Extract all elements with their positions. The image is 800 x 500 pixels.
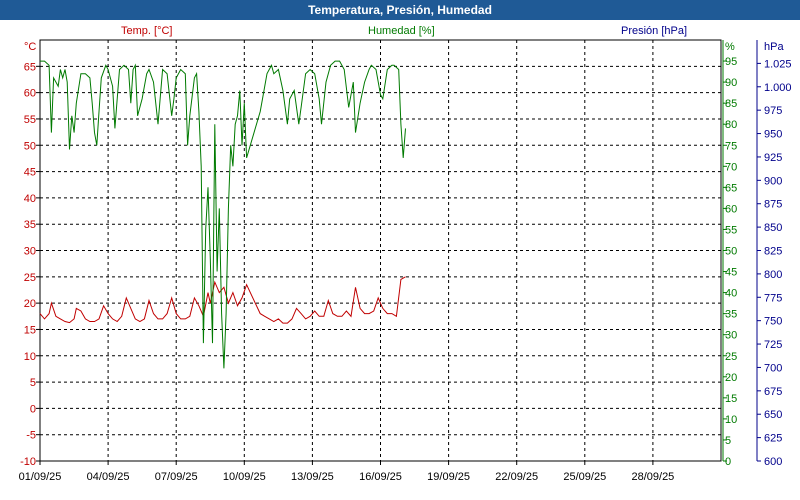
humidity-tick-label: 75 bbox=[725, 140, 737, 152]
x-tick-label: 13/09/25 bbox=[291, 471, 334, 483]
pressure-tick-label: 950 bbox=[764, 129, 782, 141]
humidity-tick-label: 80 bbox=[725, 119, 737, 131]
pressure-tick-label: 725 bbox=[764, 339, 782, 351]
humidity-tick-label: 90 bbox=[725, 77, 737, 89]
grid-layer bbox=[40, 40, 721, 461]
pressure-unit-label: hPa bbox=[764, 41, 784, 53]
temp-tick-label: 40 bbox=[24, 193, 36, 205]
chart-title: Temperatura, Presión, Humedad bbox=[0, 0, 800, 20]
temp-tick-label: 5 bbox=[30, 377, 36, 389]
temp-tick-label: 0 bbox=[30, 403, 36, 415]
temp-tick-label: 25 bbox=[24, 272, 36, 284]
temp-tick-label: 50 bbox=[24, 140, 36, 152]
humidity-tick-label: 35 bbox=[725, 309, 737, 321]
x-tick-label: 19/09/25 bbox=[427, 471, 470, 483]
humidity-tick-label: 55 bbox=[725, 224, 737, 236]
x-tick-label: 28/09/25 bbox=[631, 471, 674, 483]
pressure-tick-label: 750 bbox=[764, 316, 782, 328]
humidity-tick-label: 0 bbox=[725, 456, 731, 468]
x-tick-label: 16/09/25 bbox=[359, 471, 402, 483]
temp-tick-label: 60 bbox=[24, 88, 36, 100]
humidity-axis-header: Humedad [%] bbox=[368, 25, 435, 37]
humidity-tick-label: 85 bbox=[725, 98, 737, 110]
x-tick-label: 10/09/25 bbox=[223, 471, 266, 483]
temp-tick-label: -10 bbox=[20, 456, 36, 468]
pressure-tick-label: 900 bbox=[764, 175, 782, 187]
pressure-tick-label: 875 bbox=[764, 199, 782, 211]
humidity-tick-label: 95 bbox=[725, 56, 737, 68]
x-tick-label: 04/09/25 bbox=[87, 471, 130, 483]
axes-layer bbox=[36, 39, 761, 465]
x-tick-label: 25/09/25 bbox=[563, 471, 606, 483]
pressure-tick-label: 600 bbox=[764, 456, 782, 468]
temp-tick-label: 30 bbox=[24, 246, 36, 258]
pressure-tick-label: 1.025 bbox=[764, 58, 792, 70]
temp-tick-label: 10 bbox=[24, 351, 36, 363]
temp-tick-label: 20 bbox=[24, 298, 36, 310]
temp-tick-label: 15 bbox=[24, 324, 36, 336]
humidity-tick-label: 15 bbox=[725, 393, 737, 405]
pressure-tick-label: 700 bbox=[764, 362, 782, 374]
temp-axis-header: Temp. [°C] bbox=[121, 25, 173, 37]
humidity-tick-label: 50 bbox=[725, 246, 737, 258]
pressure-tick-label: 975 bbox=[764, 105, 782, 117]
temp-tick-label: 65 bbox=[24, 61, 36, 73]
pressure-tick-label: 850 bbox=[764, 222, 782, 234]
x-tick-label: 01/09/25 bbox=[19, 471, 62, 483]
pressure-tick-label: 675 bbox=[764, 386, 782, 398]
pressure-tick-label: 825 bbox=[764, 246, 782, 258]
humidity-tick-label: 40 bbox=[725, 288, 737, 300]
pressure-tick-label: 1.000 bbox=[764, 82, 792, 94]
temperature-series-line bbox=[39, 276, 406, 324]
x-tick-label: 22/09/25 bbox=[495, 471, 538, 483]
pressure-tick-label: 925 bbox=[764, 152, 782, 164]
temp-tick-label: 35 bbox=[24, 219, 36, 231]
humidity-tick-label: 30 bbox=[725, 330, 737, 342]
pressure-tick-label: 775 bbox=[764, 292, 782, 304]
x-tick-label: 07/09/25 bbox=[155, 471, 198, 483]
humidity-tick-label: 65 bbox=[725, 182, 737, 194]
humidity-tick-label: 5 bbox=[725, 435, 731, 447]
temp-unit-label: °C bbox=[24, 41, 36, 53]
humidity-series-line bbox=[40, 60, 406, 369]
temp-tick-label: 55 bbox=[24, 114, 36, 126]
pressure-tick-label: 650 bbox=[764, 409, 782, 421]
pressure-tick-label: 800 bbox=[764, 269, 782, 281]
humidity-unit-label: % bbox=[725, 41, 735, 53]
temp-tick-label: -5 bbox=[26, 430, 36, 442]
temp-tick-label: 45 bbox=[24, 167, 36, 179]
pressure-axis-header: Presión [hPa] bbox=[621, 25, 688, 37]
humidity-tick-label: 60 bbox=[725, 203, 737, 215]
humidity-tick-label: 45 bbox=[725, 267, 737, 279]
humidity-tick-label: 20 bbox=[725, 372, 737, 384]
humidity-tick-label: 10 bbox=[725, 414, 737, 426]
humidity-tick-label: 70 bbox=[725, 161, 737, 173]
series-layer bbox=[39, 60, 406, 369]
pressure-tick-label: 625 bbox=[764, 433, 782, 445]
humidity-tick-label: 25 bbox=[725, 351, 737, 363]
